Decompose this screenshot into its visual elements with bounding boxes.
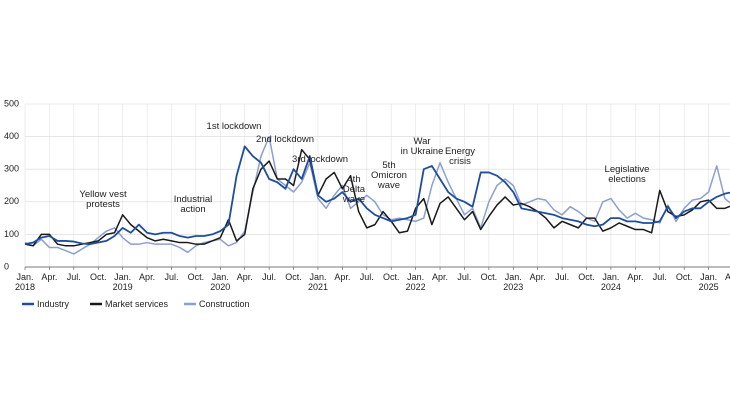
x-tick-label: Jul. (66, 272, 81, 282)
x-tick-label: Jul. (359, 272, 374, 282)
x-tick-label: Apr. (41, 272, 58, 282)
x-tick-label: Oct. (480, 272, 498, 282)
legend-label: Market services (105, 299, 169, 309)
x-tick-label: Oct. (382, 272, 400, 282)
x-tick-label: Apr. (724, 272, 730, 282)
annotation: 2nd lockdown (255, 134, 315, 145)
x-tick-label: Oct. (578, 272, 595, 282)
series-line (24, 145, 730, 246)
series-line (24, 135, 730, 255)
y-tick-label: 300 (4, 164, 19, 174)
annotation: Industrial action (173, 194, 213, 215)
annotation: War in Ukraine (400, 136, 444, 157)
annotation: 1st lockdown (206, 121, 262, 132)
x-tick-label: Jan. 2025 (698, 272, 719, 292)
x-tick-label: Oct. (285, 272, 302, 282)
y-tick-label: 500 (4, 98, 19, 108)
x-tick-label: Jan. 2019 (112, 272, 133, 292)
x-tick-label: Jul. (555, 272, 570, 282)
annotation: Legislative elections (604, 164, 650, 185)
x-tick-label: Apr. (432, 272, 449, 282)
x-tick-label: Oct. (187, 272, 205, 282)
annotation: 4th Delta wave (342, 174, 366, 205)
x-tick-label: Apr. (334, 272, 351, 282)
x-tick-label: Apr. (236, 272, 253, 282)
x-tick-label: Apr. (529, 272, 546, 282)
series-line (24, 148, 730, 247)
x-tick-label: Oct. (89, 272, 107, 282)
x-tick-label: Jan. 2020 (210, 272, 231, 292)
x-tick-label: Apr. (627, 272, 644, 282)
x-tick-label: Jan. 2023 (503, 272, 524, 292)
x-tick-label: Jan. 2018 (14, 272, 36, 292)
x-tick-label: Jul. (457, 272, 472, 282)
legend-label: Construction (199, 299, 250, 309)
legend-label: Industry (37, 299, 70, 309)
y-tick-label: 100 (4, 229, 19, 239)
annotation: Yellow vest protests (79, 189, 127, 210)
y-tick-label: 200 (4, 196, 19, 206)
x-tick-label: Jul. (262, 272, 277, 282)
x-tick-label: Oct. (675, 272, 693, 282)
x-tick-label: Apr. (139, 272, 156, 282)
x-tick-label: Jul. (164, 272, 179, 282)
x-tick-label: Jan. 2021 (307, 272, 328, 292)
annotation: 5th Omicron wave (371, 160, 407, 191)
y-tick-label: 400 (4, 131, 19, 141)
x-tick-label: Jul. (652, 272, 667, 282)
annotation: Energy crisis (444, 146, 476, 167)
x-tick-label: Jan. 2024 (600, 272, 621, 292)
x-tick-label: Jan. 2022 (405, 272, 426, 292)
y-tick-label: 0 (4, 261, 9, 271)
annotation: 3rd lockdown (292, 154, 348, 165)
